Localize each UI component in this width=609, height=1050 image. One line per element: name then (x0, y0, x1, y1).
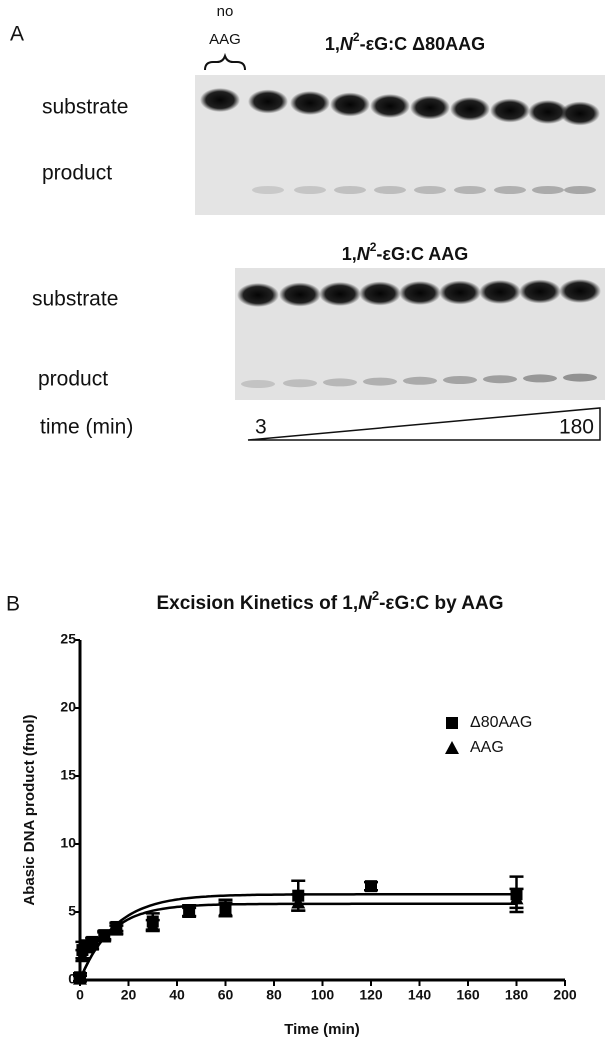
point (73, 971, 87, 985)
point (85, 937, 100, 951)
gel-title: 1,N2-εG:C AAG (342, 240, 469, 264)
y-tick-label: 20 (60, 699, 76, 715)
product-band (564, 186, 596, 194)
product-band (241, 380, 275, 388)
substrate-band (560, 101, 600, 126)
product-band (532, 186, 564, 194)
no-aag-label: no (217, 3, 234, 20)
no-aag-label: AAG (209, 31, 241, 48)
product-band (494, 186, 526, 194)
x-axis-title: Time (min) (284, 1021, 360, 1038)
product-band (323, 378, 357, 387)
substrate-band (279, 282, 321, 307)
x-tick-label: 40 (169, 987, 185, 1003)
product-label: product (38, 368, 108, 391)
product-band (374, 186, 406, 194)
fit-curve (78, 902, 517, 981)
y-tick-label: 10 (60, 835, 76, 851)
panel-label: A (10, 23, 24, 46)
x-tick-label: 160 (456, 987, 480, 1003)
x-tick-label: 0 (76, 987, 84, 1003)
x-tick-label: 140 (408, 987, 432, 1003)
point (509, 891, 524, 905)
point (182, 905, 197, 918)
time-wedge (247, 407, 601, 441)
product-label: product (42, 162, 112, 185)
point (365, 880, 377, 893)
legend-marker (446, 717, 458, 729)
substrate-band (290, 91, 330, 115)
substrate-band (399, 281, 441, 305)
gel-title: 1,N2-εG:C Δ80AAG (325, 30, 485, 54)
time-end: 180 (559, 416, 594, 439)
substrate-band (490, 98, 530, 123)
substrate-band (528, 100, 568, 124)
y-tick-label: 25 (60, 631, 76, 647)
y-tick-label: 0 (68, 971, 76, 987)
substrate-band (450, 97, 490, 121)
product-band (443, 376, 477, 384)
point (218, 902, 233, 916)
product-band (363, 377, 397, 386)
product-band (454, 186, 486, 194)
product-band (414, 186, 446, 194)
substrate-band (479, 280, 521, 304)
gel-images (195, 52, 605, 441)
substrate-band (319, 282, 361, 306)
substrate-band (370, 94, 410, 118)
point (109, 922, 124, 936)
product-band (252, 186, 284, 194)
substrate-band (248, 89, 288, 114)
product-band (334, 186, 366, 194)
x-tick-label: 20 (121, 987, 137, 1003)
x-tick-label: 180 (505, 987, 529, 1003)
legend-label: Δ80AAG (470, 714, 532, 731)
legend-label: AAG (470, 739, 504, 756)
substrate-band (559, 279, 601, 303)
point (145, 918, 160, 932)
product-band (294, 186, 326, 194)
x-tick-label: 120 (359, 987, 383, 1003)
point (97, 929, 112, 943)
x-tick-label: 200 (553, 987, 577, 1003)
substrate-band (200, 88, 240, 112)
x-tick-label: 80 (266, 987, 282, 1003)
point (75, 948, 90, 962)
substrate-band (237, 283, 279, 307)
chart: B Excision Kinetics of 1,N2-εG:C by AAG … (6, 588, 577, 1038)
time-label: time (min) (40, 416, 133, 439)
time-start: 3 (255, 416, 267, 439)
substrate-label: substrate (42, 96, 128, 119)
product-band (403, 376, 437, 385)
y-tick-label: 15 (60, 767, 76, 783)
y-tick-label: 5 (68, 903, 76, 919)
substrate-label: substrate (32, 288, 118, 311)
x-tick-label: 100 (311, 987, 335, 1003)
substrate-band (359, 281, 401, 306)
substrate-band (330, 92, 370, 117)
product-band (283, 379, 317, 388)
bracket (204, 52, 246, 71)
legend-marker (445, 741, 459, 754)
product-band (523, 374, 557, 383)
x-tick-label: 60 (218, 987, 234, 1003)
y-axis-title: Abasic DNA product (fmol) (21, 714, 38, 905)
chart-title: Excision Kinetics of 1,N2-εG:C by AAG (156, 588, 503, 614)
product-band (483, 375, 517, 384)
point (291, 895, 306, 909)
substrate-band (439, 280, 481, 305)
product-band (563, 373, 597, 382)
panel-label: B (6, 593, 20, 616)
substrate-band (519, 279, 561, 304)
substrate-band (410, 95, 450, 120)
